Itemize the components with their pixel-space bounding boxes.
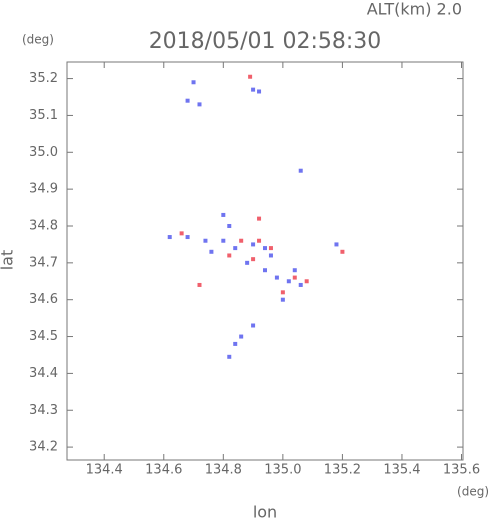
y-tick-label: 34.6 (29, 292, 58, 307)
plot-frame (66, 61, 464, 461)
echo-point (239, 238, 244, 243)
echo-point (298, 282, 303, 287)
echo-point (227, 223, 232, 228)
y-tick-label: 35.0 (29, 145, 58, 160)
y-tick-label: 34.7 (29, 255, 58, 270)
echo-point (233, 246, 238, 251)
echo-point (191, 80, 196, 85)
echo-point (274, 275, 279, 280)
echo-point (221, 212, 226, 217)
echo-point (209, 249, 214, 254)
x-tick-label: 134.8 (205, 463, 242, 478)
chart-subtitle: ALT(km) 2.0 (367, 0, 462, 19)
echo-point (179, 231, 184, 236)
echo-point (268, 246, 273, 251)
x-tick-label: 135.6 (443, 463, 480, 478)
x-axis-label: lon (253, 503, 277, 521)
echo-point (280, 297, 285, 302)
echo-point (233, 341, 238, 346)
x-tick-label: 134.6 (145, 463, 182, 478)
echo-point (304, 279, 309, 284)
echo-point (292, 275, 297, 280)
echo-point (248, 74, 253, 79)
y-tick-label: 34.4 (29, 366, 58, 381)
echo-point (298, 168, 303, 173)
echo-point (257, 89, 262, 94)
echo-point (197, 282, 202, 287)
y-tick-label: 34.2 (29, 440, 58, 455)
y-tick-label: 34.3 (29, 403, 58, 418)
x-unit: (deg) (457, 485, 489, 499)
echo-point (227, 253, 232, 258)
echo-point (280, 290, 285, 295)
echo-point (227, 354, 232, 359)
echo-point (167, 235, 172, 240)
y-tick-label: 34.8 (29, 218, 58, 233)
y-tick-label: 34.9 (29, 182, 58, 197)
echo-point (203, 238, 208, 243)
echo-point (185, 235, 190, 240)
x-tick-label: 134.4 (86, 463, 123, 478)
echo-point (257, 238, 262, 243)
echo-point (257, 216, 262, 221)
echo-point (221, 238, 226, 243)
echo-point (251, 323, 256, 328)
y-tick-label: 34.5 (29, 329, 58, 344)
echo-point (245, 260, 250, 265)
chart-title: 2018/05/01 02:58:30 (149, 29, 382, 54)
x-tick-label: 135.4 (383, 463, 420, 478)
echo-point (239, 334, 244, 339)
echo-point (263, 246, 267, 251)
x-tick-label: 135.0 (264, 463, 301, 478)
echo-point (185, 98, 190, 103)
x-tick-label: 135.2 (324, 463, 361, 478)
echo-point (286, 279, 291, 284)
y-unit: (deg) (22, 33, 54, 47)
echo-point (197, 102, 202, 107)
echo-point (251, 242, 256, 247)
echo-point (268, 253, 273, 258)
y-axis-label: lat (0, 250, 17, 271)
echo-point (334, 242, 339, 247)
echo-point (292, 268, 297, 273)
echo-point (251, 257, 256, 262)
y-tick-label: 35.1 (29, 108, 58, 123)
echo-point (340, 249, 345, 254)
echo-point (251, 87, 256, 92)
echo-point (263, 268, 267, 273)
y-tick-label: 35.2 (29, 71, 58, 86)
